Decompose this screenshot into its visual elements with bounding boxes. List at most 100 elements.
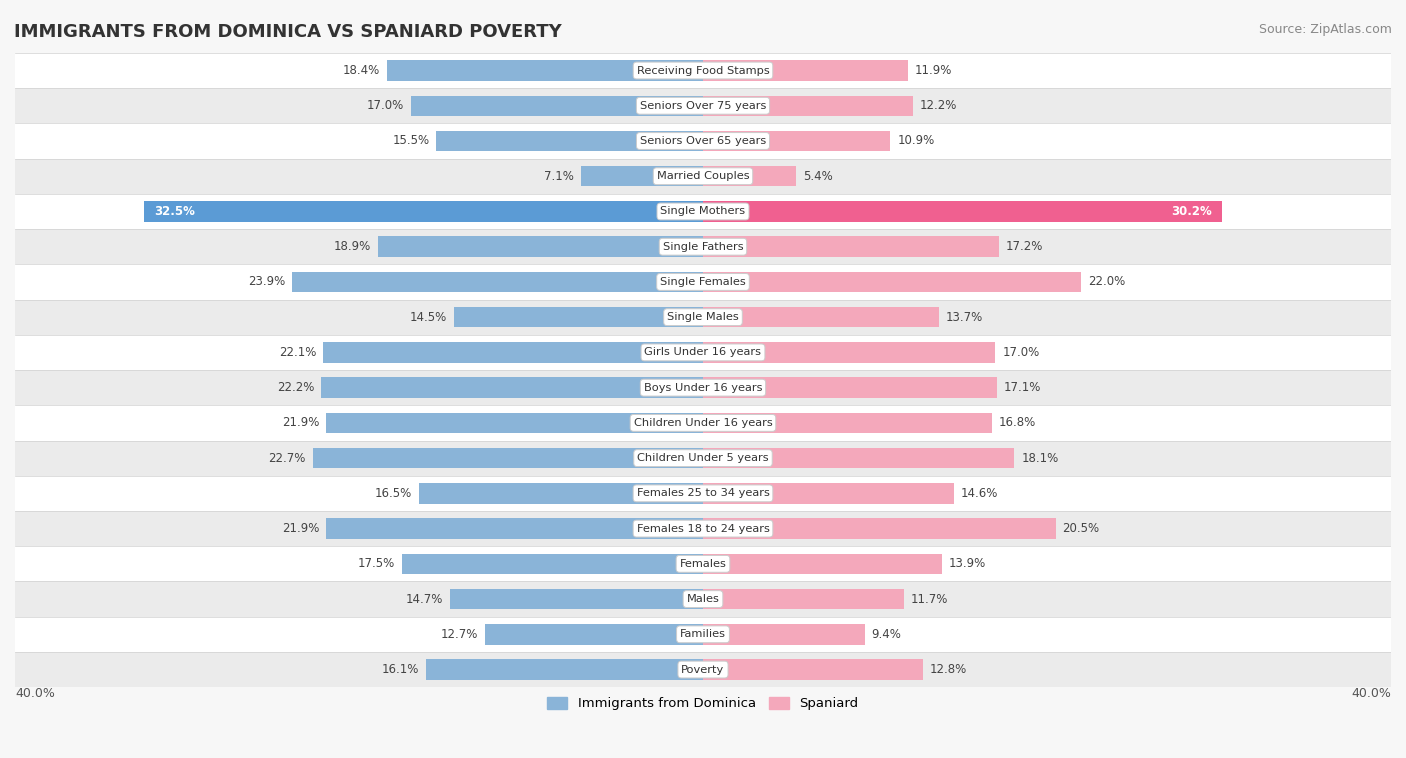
Text: 17.2%: 17.2% — [1005, 240, 1043, 253]
Bar — [703, 96, 912, 116]
Bar — [15, 124, 1391, 158]
Bar — [703, 166, 796, 186]
Text: 17.1%: 17.1% — [1004, 381, 1042, 394]
Text: Single Mothers: Single Mothers — [661, 206, 745, 217]
Bar — [703, 518, 1056, 539]
Text: Families: Families — [681, 629, 725, 639]
Bar — [426, 659, 703, 680]
Text: 22.1%: 22.1% — [278, 346, 316, 359]
Bar — [485, 624, 703, 644]
Legend: Immigrants from Dominica, Spaniard: Immigrants from Dominica, Spaniard — [543, 691, 863, 716]
Text: Children Under 16 years: Children Under 16 years — [634, 418, 772, 428]
Bar — [326, 412, 703, 433]
Text: 16.5%: 16.5% — [375, 487, 412, 500]
Bar — [703, 131, 890, 151]
Text: Receiving Food Stamps: Receiving Food Stamps — [637, 65, 769, 76]
Text: 23.9%: 23.9% — [247, 275, 285, 289]
Bar — [15, 88, 1391, 124]
Bar — [326, 518, 703, 539]
Text: 7.1%: 7.1% — [544, 170, 574, 183]
Text: 16.1%: 16.1% — [382, 663, 419, 676]
Bar — [703, 483, 955, 503]
Text: Single Males: Single Males — [666, 312, 740, 322]
Text: 17.0%: 17.0% — [367, 99, 404, 112]
Bar — [321, 377, 703, 398]
Bar — [15, 440, 1391, 476]
Bar — [419, 483, 703, 503]
Bar — [292, 271, 703, 292]
Text: Children Under 5 years: Children Under 5 years — [637, 453, 769, 463]
Text: 17.5%: 17.5% — [359, 557, 395, 570]
Bar — [15, 406, 1391, 440]
Text: Poverty: Poverty — [682, 665, 724, 675]
Bar — [703, 412, 993, 433]
Text: Females 18 to 24 years: Females 18 to 24 years — [637, 524, 769, 534]
Text: 21.9%: 21.9% — [283, 416, 319, 429]
Bar — [411, 96, 703, 116]
Text: 17.0%: 17.0% — [1002, 346, 1039, 359]
Text: 13.7%: 13.7% — [945, 311, 983, 324]
Text: 21.9%: 21.9% — [283, 522, 319, 535]
Bar — [15, 194, 1391, 229]
Bar — [387, 61, 703, 81]
Bar — [703, 342, 995, 362]
Text: 22.7%: 22.7% — [269, 452, 305, 465]
Bar — [703, 61, 908, 81]
Text: 18.4%: 18.4% — [343, 64, 380, 77]
Bar — [15, 229, 1391, 265]
Bar — [703, 659, 924, 680]
Text: Females: Females — [679, 559, 727, 568]
Bar — [15, 265, 1391, 299]
Text: 9.4%: 9.4% — [872, 628, 901, 641]
Text: 14.7%: 14.7% — [406, 593, 443, 606]
Bar — [450, 589, 703, 609]
Text: Girls Under 16 years: Girls Under 16 years — [644, 347, 762, 358]
Bar — [15, 335, 1391, 370]
Text: IMMIGRANTS FROM DOMINICA VS SPANIARD POVERTY: IMMIGRANTS FROM DOMINICA VS SPANIARD POV… — [14, 23, 562, 41]
Text: 11.7%: 11.7% — [911, 593, 949, 606]
Bar — [312, 448, 703, 468]
Bar — [703, 236, 998, 257]
Bar — [15, 370, 1391, 406]
Text: Seniors Over 75 years: Seniors Over 75 years — [640, 101, 766, 111]
Bar — [15, 547, 1391, 581]
Text: 13.9%: 13.9% — [949, 557, 986, 570]
Bar — [15, 53, 1391, 88]
Text: Males: Males — [686, 594, 720, 604]
Bar — [143, 202, 703, 221]
Bar — [454, 307, 703, 327]
Text: Boys Under 16 years: Boys Under 16 years — [644, 383, 762, 393]
Text: 5.4%: 5.4% — [803, 170, 832, 183]
Bar — [703, 553, 942, 574]
Text: 16.8%: 16.8% — [998, 416, 1036, 429]
Bar — [581, 166, 703, 186]
Bar — [378, 236, 703, 257]
Bar — [323, 342, 703, 362]
Text: Seniors Over 65 years: Seniors Over 65 years — [640, 136, 766, 146]
Bar — [15, 158, 1391, 194]
Text: 18.1%: 18.1% — [1021, 452, 1059, 465]
Text: 14.6%: 14.6% — [960, 487, 998, 500]
Bar — [402, 553, 703, 574]
Text: 40.0%: 40.0% — [15, 688, 55, 700]
Bar — [703, 202, 1222, 221]
Text: Single Fathers: Single Fathers — [662, 242, 744, 252]
Bar — [15, 511, 1391, 547]
Text: 22.2%: 22.2% — [277, 381, 315, 394]
Text: 30.2%: 30.2% — [1171, 205, 1212, 218]
Text: 12.8%: 12.8% — [929, 663, 967, 676]
Text: 32.5%: 32.5% — [155, 205, 195, 218]
Bar — [15, 617, 1391, 652]
Bar — [436, 131, 703, 151]
Bar — [703, 377, 997, 398]
Text: 11.9%: 11.9% — [914, 64, 952, 77]
Bar — [15, 652, 1391, 688]
Text: 15.5%: 15.5% — [392, 134, 429, 148]
Text: 10.9%: 10.9% — [897, 134, 935, 148]
Text: 12.7%: 12.7% — [440, 628, 478, 641]
Text: Single Females: Single Females — [661, 277, 745, 287]
Text: 14.5%: 14.5% — [409, 311, 447, 324]
Bar — [703, 448, 1014, 468]
Bar — [703, 589, 904, 609]
Text: 20.5%: 20.5% — [1063, 522, 1099, 535]
